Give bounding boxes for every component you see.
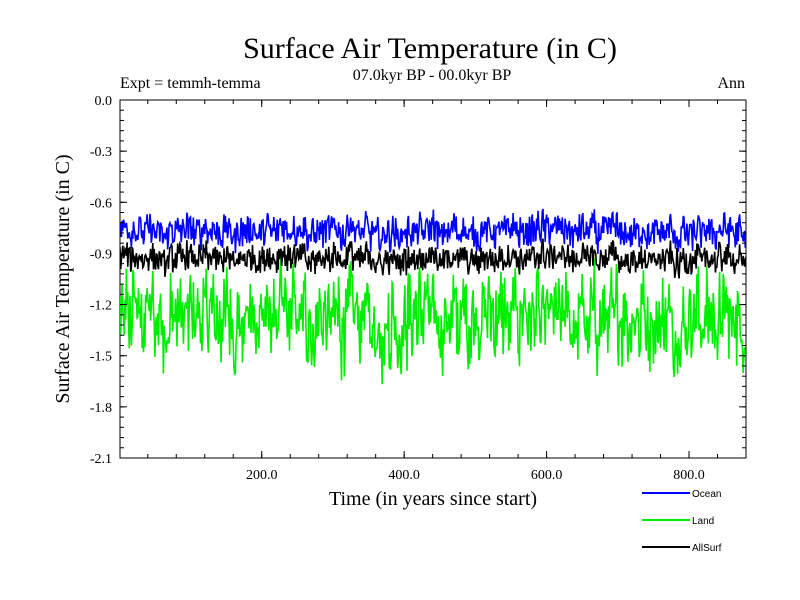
x-axis-title: Time (in years since start) [329, 488, 537, 510]
y-tick-label: 0.0 [95, 94, 113, 109]
y-tick-label: -0.9 [90, 247, 112, 262]
series-line-ocean [120, 208, 746, 254]
x-tick-label: 600.0 [531, 468, 563, 483]
chart-title: Surface Air Temperature (in C) [243, 32, 617, 65]
x-tick-label: 800.0 [673, 468, 705, 483]
y-tick-label: -0.3 [90, 145, 112, 160]
y-tick-label: -2.1 [90, 452, 112, 467]
experiment-label: Expt = temmh-temma [120, 75, 261, 92]
series-line-allsurf [120, 238, 746, 279]
series-layer [120, 208, 746, 385]
series-line-land [120, 256, 746, 385]
chart-subtitle: 07.0kyr BP - 00.0kyr BP [353, 67, 512, 84]
y-axis-title: Surface Air Temperature (in C) [52, 154, 74, 403]
y-tick-label: -1.5 [90, 350, 112, 365]
axes-layer: 0.0 -0.3 -0.6 -0.9 -1.2 -1.5 -1.8 -2.1 200.0 400.… [90, 94, 747, 483]
legend-label-land: Land [692, 516, 714, 527]
legend-label-allsurf: AllSurf [692, 543, 722, 554]
x-tick-label: 400.0 [388, 468, 420, 483]
legend-label-ocean: Ocean [692, 489, 721, 500]
y-tick-label: -0.6 [90, 196, 112, 211]
period-label: Ann [717, 75, 745, 92]
x-tick-label: 200.0 [246, 468, 278, 483]
y-tick-label: -1.2 [90, 299, 112, 314]
y-tick-label: -1.8 [90, 401, 112, 416]
legend: Ocean Land AllSurf [642, 489, 722, 554]
